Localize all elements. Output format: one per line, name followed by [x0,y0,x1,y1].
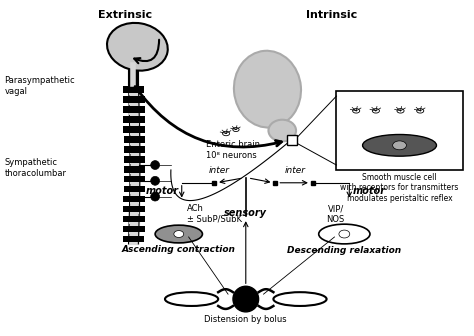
Ellipse shape [151,192,160,201]
Ellipse shape [234,51,301,128]
Ellipse shape [417,109,424,113]
Bar [124,136,146,142]
Text: Sympathetic
thoracolumbar: Sympathetic thoracolumbar [4,158,66,177]
Ellipse shape [339,230,350,238]
Bar [123,225,145,233]
Bar [130,182,139,184]
Text: Ascending contraction: Ascending contraction [122,245,236,254]
Bar [124,185,146,193]
Text: ACh
± SubP/SubK: ACh ± SubP/SubK [187,205,242,224]
Text: sensory: sensory [224,208,267,218]
Bar [130,133,139,134]
Bar [123,236,144,242]
Ellipse shape [319,224,370,244]
Ellipse shape [268,120,296,141]
Text: motor: motor [352,186,385,196]
Ellipse shape [273,292,327,306]
Bar [123,86,144,93]
Ellipse shape [174,230,184,238]
Bar [130,193,139,195]
Bar [129,102,138,104]
Text: Distension by bolus: Distension by bolus [204,315,287,324]
Bar [123,116,145,123]
Ellipse shape [165,292,218,306]
Bar [337,91,463,170]
FancyArrowPatch shape [135,86,282,147]
Text: Descending relaxation: Descending relaxation [287,246,401,255]
Bar [212,181,216,185]
Bar [124,196,145,203]
Text: motor: motor [146,186,179,196]
Text: inter: inter [209,166,230,175]
Ellipse shape [372,109,379,113]
Ellipse shape [151,161,160,169]
Bar [129,113,138,115]
Bar [124,126,145,133]
Bar [123,215,145,222]
Bar [130,142,139,144]
Ellipse shape [107,23,168,71]
Bar [124,156,146,163]
Text: Extrinsic: Extrinsic [98,10,152,20]
Bar [130,153,139,155]
Bar [129,222,138,224]
Text: Parasympathetic
vagal: Parasympathetic vagal [4,76,75,96]
Bar [130,172,139,174]
Bar [311,181,315,185]
Bar [124,176,146,182]
Ellipse shape [151,176,160,185]
Bar [130,123,138,125]
Bar [130,203,139,204]
Text: Intrinsic: Intrinsic [306,10,357,20]
Bar [123,206,145,212]
Text: inter: inter [284,166,306,175]
Bar [130,212,138,214]
Bar [273,181,277,185]
Ellipse shape [233,128,239,131]
Text: Enteric brain
10⁸ neurons: Enteric brain 10⁸ neurons [206,140,260,160]
Text: VIP/
NOS: VIP/ NOS [326,205,344,224]
Ellipse shape [363,134,437,156]
Bar [129,233,138,235]
Bar [123,96,145,102]
Ellipse shape [155,225,202,243]
Ellipse shape [233,286,259,312]
Bar [124,166,146,172]
Bar [287,135,297,145]
Ellipse shape [397,109,404,113]
Ellipse shape [353,109,360,113]
Ellipse shape [222,131,229,136]
Bar [124,145,146,153]
Ellipse shape [392,141,406,150]
FancyArrowPatch shape [134,40,159,63]
Bar [129,93,138,94]
Text: Smooth muscle cell
with receptors for transmitters
modulates peristaltic reflex: Smooth muscle cell with receptors for tr… [340,173,459,203]
Bar [123,106,145,113]
Bar [130,163,139,165]
